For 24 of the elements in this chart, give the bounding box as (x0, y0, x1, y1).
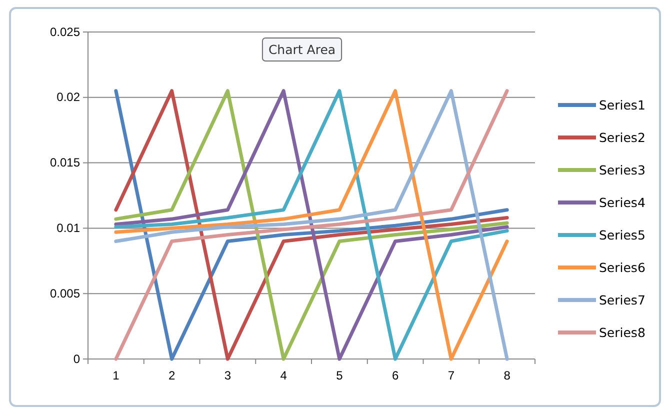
legend-label: Series4 (599, 195, 646, 210)
legend-label: Series8 (599, 325, 646, 340)
legend-label: Series5 (599, 228, 646, 242)
legend-label: Series7 (599, 292, 646, 308)
legend-label: Series6 (599, 260, 646, 275)
y-tick-label: 0.005 (50, 286, 80, 300)
y-tick-label: 0.01 (56, 221, 80, 236)
y-tick-label: 0.025 (50, 24, 80, 39)
legend-label: Series2 (599, 130, 646, 145)
x-tick-label: 1 (112, 368, 120, 383)
annotation: Chart Area (268, 42, 336, 57)
legend-label: Series1 (599, 98, 646, 112)
x-tick-label: 5 (336, 368, 344, 383)
x-tick-label: 6 (392, 368, 399, 383)
x-tick-label: 8 (504, 368, 511, 383)
line-series (114, 89, 509, 361)
x-tick-label: 4 (280, 368, 288, 383)
y-tick-label: 0 (73, 352, 80, 366)
y-tick-label: 0.02 (56, 90, 80, 104)
x-tick-label: 3 (224, 368, 232, 383)
y-tick-label: 0.015 (50, 156, 80, 170)
legend-label: Series3 (599, 162, 646, 178)
x-tick-label: 7 (448, 368, 455, 383)
x-tick-label: 2 (168, 368, 176, 383)
